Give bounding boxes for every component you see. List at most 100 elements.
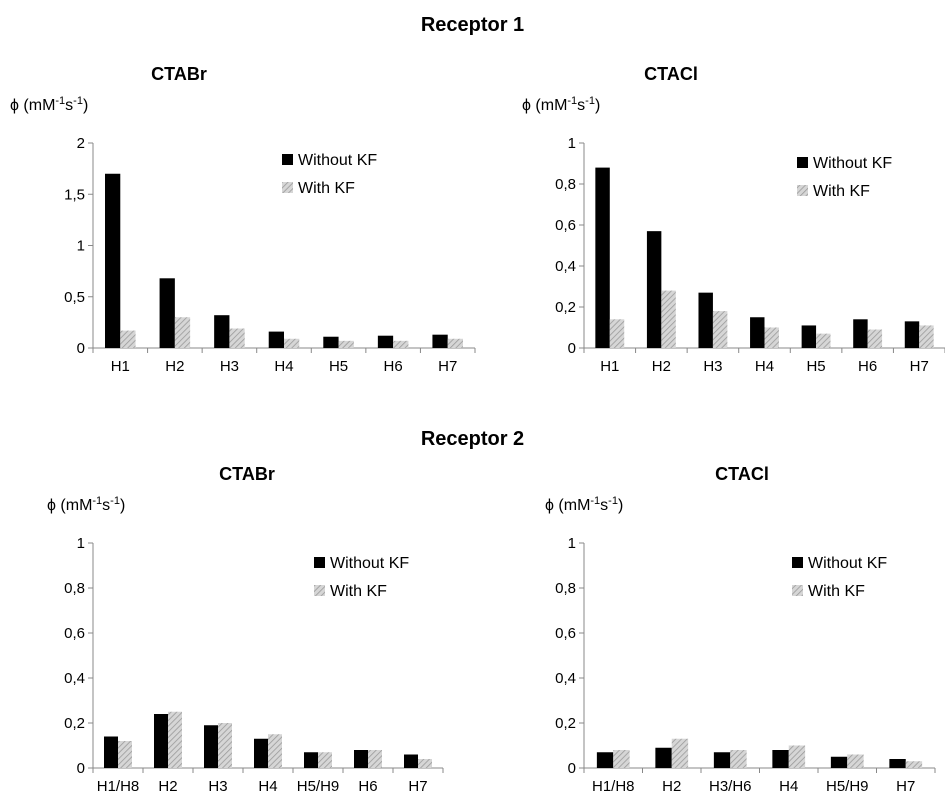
bar-without-kf	[304, 752, 318, 768]
x-tick-label: H1/H8	[592, 778, 635, 795]
y-tick-label: 0,6	[555, 625, 576, 642]
y-axis-label: ϕ (mM-1s-1)	[522, 95, 600, 114]
bar-without-kf	[698, 292, 713, 348]
x-tick-label: H5/H9	[826, 778, 869, 795]
bar-without-kf	[159, 278, 175, 348]
y-tick-label: 0,8	[64, 580, 85, 597]
legend-swatch-without-kf	[282, 154, 293, 165]
legend-swatch-without-kf	[314, 557, 325, 568]
bar-without-kf	[889, 759, 906, 768]
bar-without-kf	[853, 319, 868, 348]
legend-label: With KF	[808, 583, 865, 600]
y-tick-label: 2	[77, 135, 85, 152]
y-tick-label: 0,6	[64, 625, 85, 642]
bar-without-kf	[772, 750, 789, 768]
bar-with-kf	[867, 329, 883, 348]
bar-without-kf	[268, 331, 284, 348]
bar-without-kf	[713, 752, 731, 768]
y-tick-label: 0	[568, 760, 576, 777]
bar-without-kf	[595, 167, 610, 348]
x-tick-label: H7	[910, 358, 929, 375]
x-tick-label: H5	[329, 358, 348, 375]
bar-with-kf	[318, 752, 332, 768]
bar-with-kf	[764, 327, 779, 348]
x-tick-label: H2	[165, 358, 184, 375]
x-tick-label: H5	[806, 358, 825, 375]
x-tick-label: H4	[755, 358, 774, 375]
bar-without-kf	[830, 756, 848, 768]
y-tick-label: 0,2	[555, 299, 576, 316]
x-tick-label: H3	[208, 778, 227, 795]
x-tick-label: H1	[600, 358, 619, 375]
x-tick-label: H2	[662, 778, 681, 795]
legend-swatch-with-kf	[797, 185, 808, 196]
y-tick-label: 0,5	[64, 289, 85, 306]
legend-label: Without KF	[298, 152, 377, 169]
bar-with-kf	[447, 338, 463, 348]
x-tick-label: H7	[438, 358, 457, 375]
y-axis-label: ϕ (mM-1s-1)	[545, 495, 623, 514]
bar-without-kf	[154, 714, 168, 768]
x-tick-label: H3/H6	[709, 778, 752, 795]
legend-label: Without KF	[813, 155, 892, 172]
bar-with-kf	[218, 723, 232, 768]
bar-with-kf	[613, 750, 630, 768]
bar-with-kf	[268, 734, 282, 768]
chart-title: CTACl	[715, 464, 769, 484]
chart-title: CTABr	[151, 64, 207, 84]
section-title-receptor-2: Receptor 2	[420, 428, 525, 450]
bar-without-kf	[214, 315, 230, 348]
bar-with-kf	[919, 325, 934, 348]
y-tick-label: 0,8	[555, 580, 576, 597]
bar-with-kf	[284, 338, 300, 348]
y-tick-label: 1	[568, 135, 576, 152]
x-tick-label: H5/H9	[297, 778, 340, 795]
bar-with-kf	[120, 330, 136, 348]
bar-without-kf	[750, 317, 765, 348]
bar-with-kf	[168, 711, 182, 768]
x-tick-label: H3	[220, 358, 239, 375]
bar-without-kf	[104, 736, 118, 768]
bar-with-kf	[338, 340, 354, 348]
bar-with-kf	[368, 750, 382, 768]
y-tick-label: 0,2	[64, 715, 85, 732]
x-tick-label: H7	[896, 778, 915, 795]
bar-with-kf	[816, 333, 831, 348]
bar-without-kf	[377, 335, 394, 348]
x-tick-label: H1/H8	[97, 778, 140, 795]
x-tick-label: H4	[258, 778, 277, 795]
y-tick-label: 1	[77, 238, 85, 255]
legend-swatch-without-kf	[797, 157, 808, 168]
bar-without-kf	[646, 231, 662, 348]
legend-swatch-without-kf	[792, 557, 803, 568]
bar-without-kf	[105, 173, 121, 348]
x-tick-label: H6	[384, 358, 403, 375]
bar-without-kf	[801, 325, 817, 348]
bar-without-kf	[404, 754, 418, 768]
bar-with-kf	[730, 750, 747, 768]
chart-title: CTACl	[644, 64, 698, 84]
y-tick-label: 1	[568, 535, 576, 552]
x-tick-label: H4	[274, 358, 293, 375]
section-title-receptor-1: Receptor 1	[420, 14, 525, 36]
y-tick-label: 0	[77, 760, 85, 777]
x-tick-label: H3	[703, 358, 722, 375]
legend-swatch-with-kf	[792, 585, 803, 596]
bar-with-kf	[229, 328, 245, 348]
y-tick-label: 0,4	[64, 670, 85, 687]
bar-without-kf	[204, 725, 218, 768]
bar-with-kf	[671, 738, 689, 768]
y-tick-label: 0	[568, 340, 576, 357]
y-tick-label: 0,2	[555, 715, 576, 732]
y-axis-label: ϕ (mM-1s-1)	[10, 95, 88, 114]
legend-swatch-with-kf	[282, 182, 293, 193]
y-tick-label: 0,4	[555, 670, 576, 687]
bar-with-kf	[118, 741, 132, 768]
bar-with-kf	[609, 319, 625, 348]
bar-with-kf	[905, 761, 923, 768]
